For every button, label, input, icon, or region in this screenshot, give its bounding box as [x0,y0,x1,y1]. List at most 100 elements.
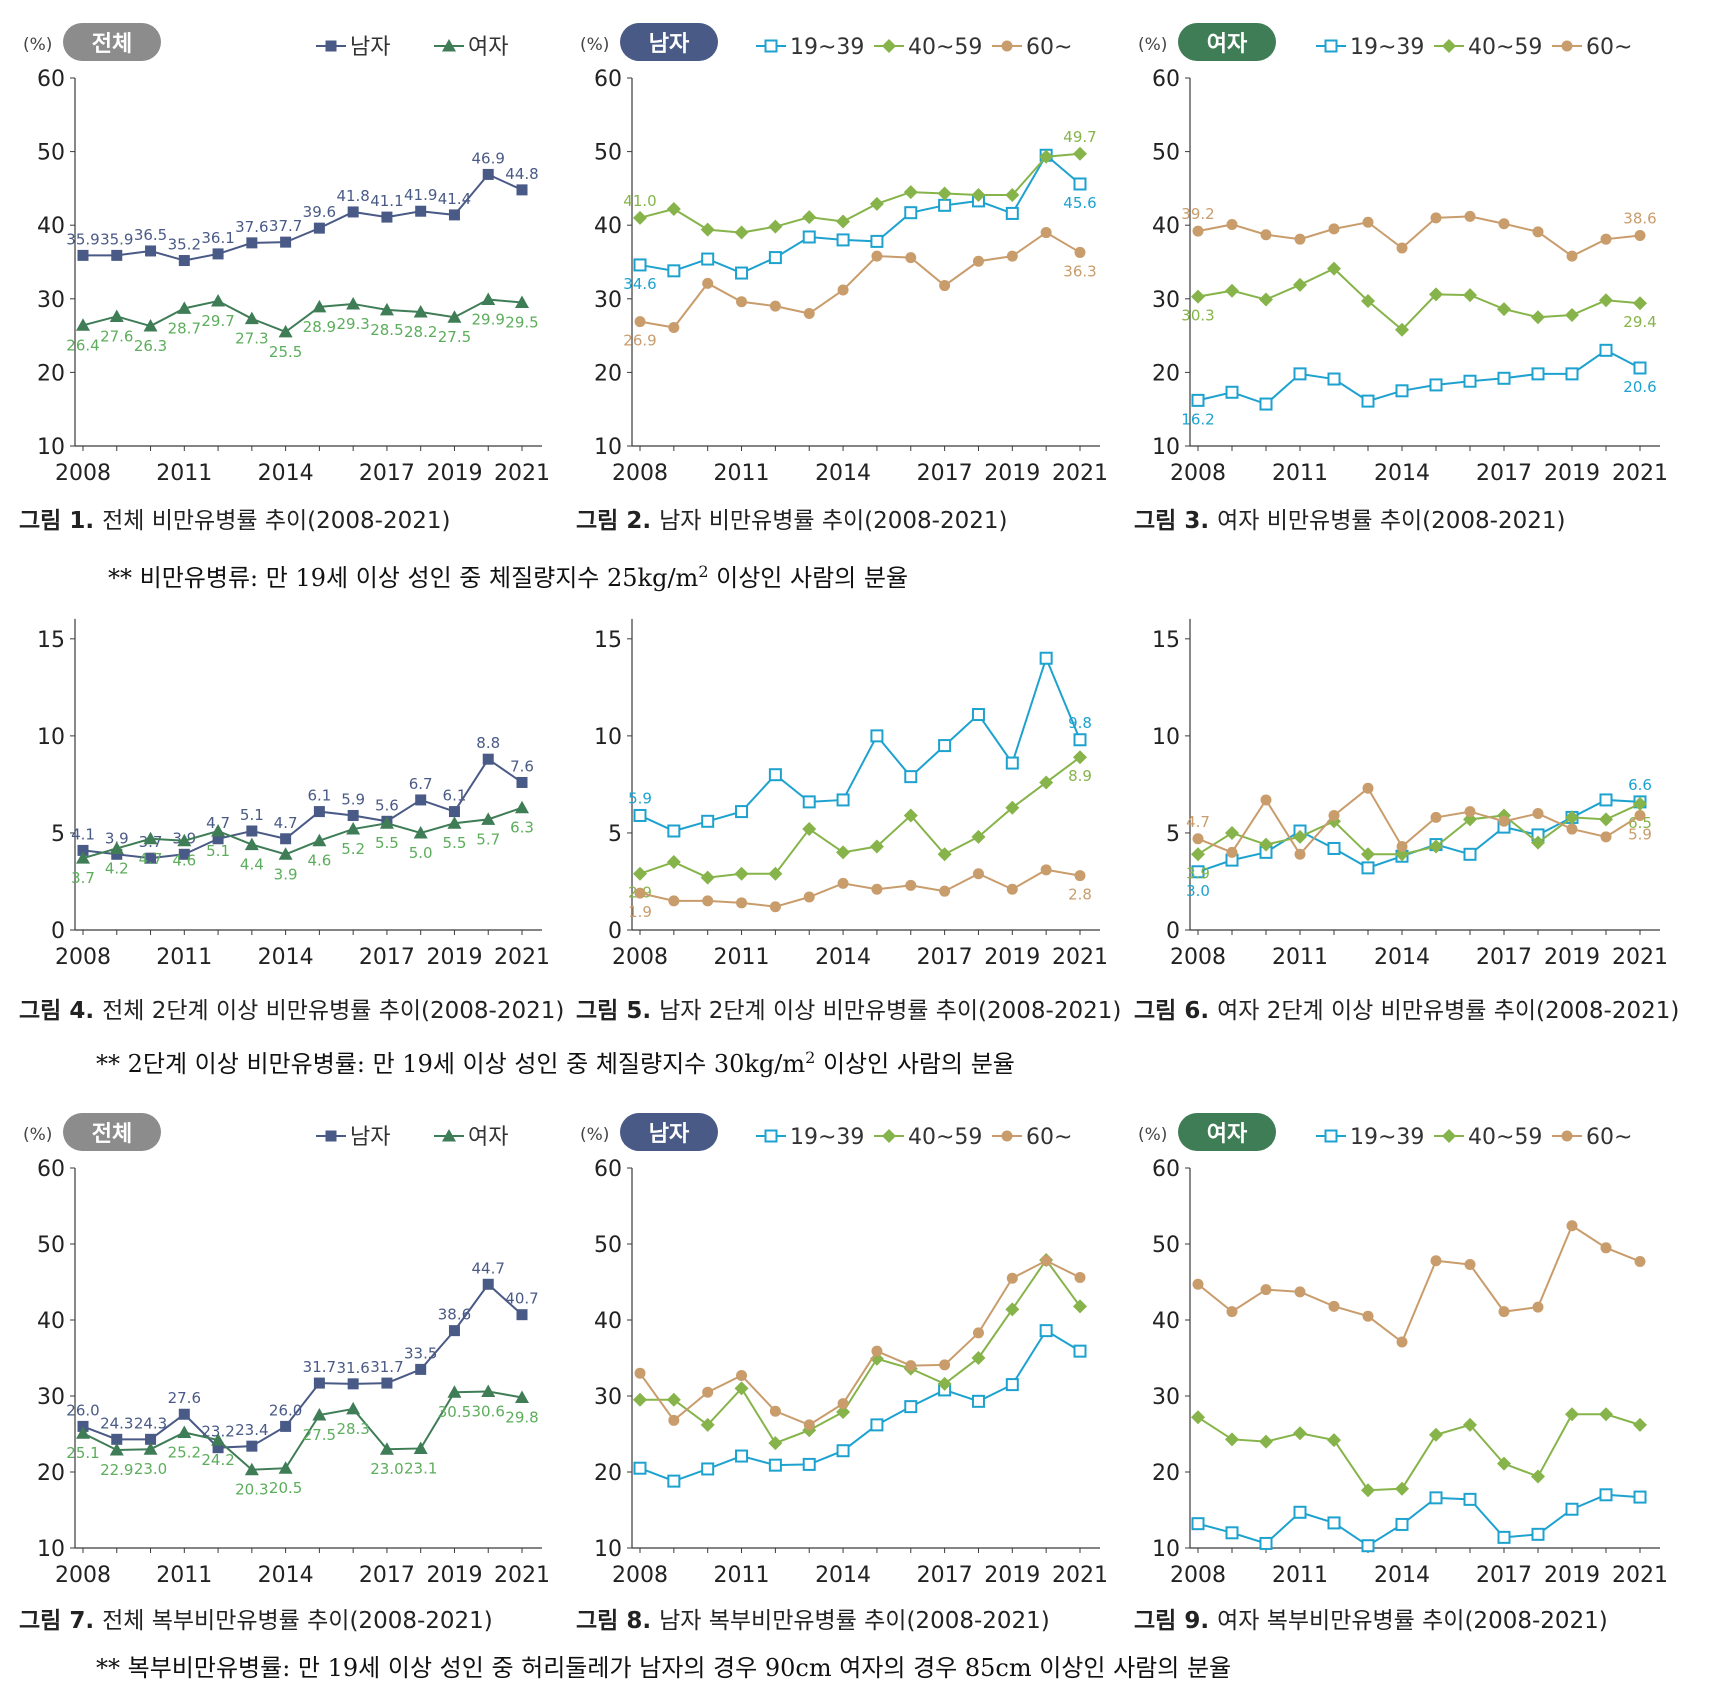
x-tick-label: 2021 [1612,461,1668,486]
data-point [1395,322,1409,337]
data-point [76,1426,90,1439]
y-tick-label: 50 [37,1233,65,1258]
data-point [1600,1242,1612,1254]
data-point [666,855,681,870]
data-label: 22.9 [100,1461,133,1479]
y-tick-label: 5 [51,822,65,847]
data-point [1039,775,1054,790]
data-point [803,891,815,903]
data-point [1226,846,1238,858]
series-line-female [82,806,523,860]
data-point [109,309,124,322]
series-line-male [83,173,523,262]
figure-number: 그림 9. [1134,1608,1217,1634]
legend-marker [882,1129,896,1143]
note-obesity-definition: ** 비만유병류: 만 19세 이상 성인 중 체질량지수 25kg/m2 이상… [108,562,909,592]
y-tick-label: 30 [37,1385,65,1410]
data-point [447,1385,462,1398]
badge-label: 전체 [92,1122,132,1147]
data-point [1463,1417,1477,1432]
data-point [1005,1378,1019,1392]
x-tick-label: 2017 [917,461,973,486]
data-point [971,1394,985,1408]
data-point [516,184,528,196]
y-tick-label: 5 [608,822,622,847]
data-point [143,831,158,845]
legend-marker [1442,39,1456,53]
data-point [1362,782,1374,794]
data-point [1566,1220,1578,1232]
chart-panel-1: 10 20 30 40 50 60 2008 2011 2014 2017 2019 2021 (%) 전… [19,23,550,534]
series-line-age60 [639,868,1081,908]
x-tick-label: 2021 [1052,1563,1108,1588]
data-point [1600,233,1612,245]
data-point [111,249,123,261]
data-point [700,870,715,885]
data-point [246,1440,258,1452]
y-tick-label: 50 [594,1233,622,1258]
data-label: 6.1 [443,787,467,805]
data-point [211,1433,226,1446]
data-point [633,258,647,272]
data-point [1191,393,1205,407]
data-point [212,833,224,845]
data-label: 28.7 [168,319,201,337]
figure-title: 여자 2단계 이상 비만유병률 추이(2008-2021) [1217,998,1679,1024]
data-label: 36.1 [201,229,234,247]
x-tick-label: 2008 [612,461,668,486]
x-tick-label: 2017 [917,1563,973,1588]
legend-marker [1001,40,1013,52]
data-point [379,816,394,829]
data-label: 28.2 [404,323,437,341]
data-point [1395,1481,1409,1496]
data-label: 25.1 [66,1444,99,1462]
data-point [1259,397,1273,411]
x-tick-label: 2019 [984,1563,1040,1588]
y-tick-label: 10 [37,1537,65,1562]
legend-label: 남자 [350,35,390,60]
data-point [1040,864,1052,876]
data-point [244,1462,259,1476]
data-point [312,833,327,847]
legend-marker [325,1130,337,1142]
data-label: 25.2 [168,1443,201,1461]
data-label: 28.5 [370,321,403,339]
data-point [802,795,816,809]
data-point [633,866,647,881]
data-point [312,299,327,313]
data-point [1498,218,1510,230]
data-point [211,824,226,837]
figure-caption: 그림 6. 여자 2단계 이상 비만유병률 추이(2008-2021) [1134,998,1679,1024]
data-label: 41.4 [438,190,471,208]
data-point [1191,1517,1205,1531]
data-label: 41.0 [623,192,656,210]
x-tick-label: 2017 [359,945,415,970]
figure-caption: 그림 2. 남자 비만유병률 추이(2008-2021) [576,508,1007,534]
data-point [837,1398,849,1410]
data-point [447,310,462,323]
series-line-female [82,1390,523,1471]
data-point [381,211,393,223]
data-point [667,824,681,838]
data-label: 25.5 [269,343,302,361]
data-point [1293,277,1307,292]
data-label: 5.6 [375,796,399,814]
badge-total [63,23,161,61]
data-point [1327,1433,1341,1448]
data-point [904,1400,918,1414]
data-point [482,753,494,765]
data-label: 33.5 [404,1344,437,1362]
data-point [1073,750,1087,765]
y-tick-label: 10 [37,435,65,460]
data-point [1633,1490,1647,1504]
data-point [1599,1407,1613,1422]
figure-number: 그림 4. [19,998,102,1024]
x-tick-label: 2011 [1272,1563,1328,1588]
data-point [768,866,783,881]
data-point [633,808,647,822]
x-tick-label: 2014 [1374,945,1430,970]
data-label: 29.5 [505,313,538,331]
data-point [1327,841,1341,855]
data-point [379,1442,394,1455]
y-tick-label: 40 [594,214,622,239]
